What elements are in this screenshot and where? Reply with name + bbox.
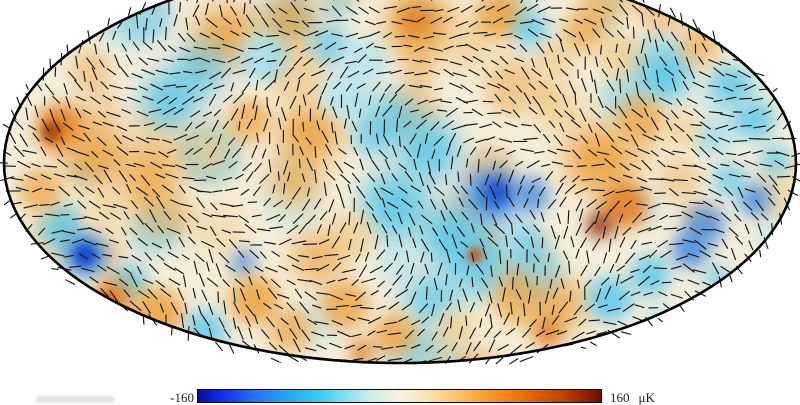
colorbar-max-label: 160 μK xyxy=(610,391,655,404)
colorbar-unit: μK xyxy=(639,391,655,404)
colorbar-min-label: -160 xyxy=(150,391,194,404)
colorbar-max-value: 160 xyxy=(610,391,630,404)
colorbar-gradient xyxy=(197,389,602,403)
